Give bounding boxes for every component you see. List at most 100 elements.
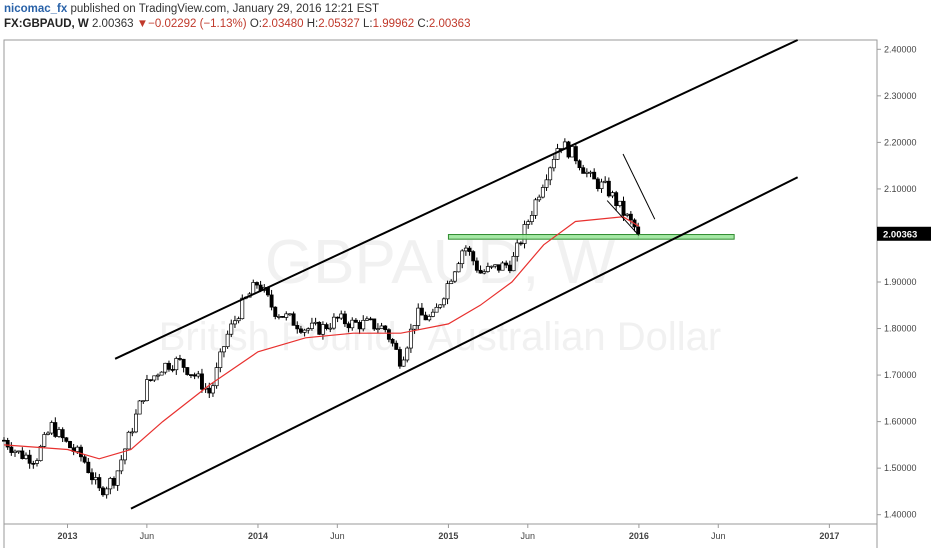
candle-body xyxy=(412,325,417,330)
candle-body xyxy=(93,477,98,481)
x-tick-label: Jun xyxy=(140,531,155,541)
candle-body xyxy=(38,446,43,461)
candle-body xyxy=(566,141,571,158)
candle-body xyxy=(97,477,102,489)
candle-body xyxy=(82,456,87,463)
y-tick-label: 1.90000 xyxy=(884,277,917,287)
author-link[interactable]: nicomac_fx xyxy=(4,3,68,15)
candle-body xyxy=(53,422,58,437)
candle-body xyxy=(625,213,630,216)
candle-body xyxy=(383,325,388,331)
price-axis[interactable]: 1.40000 1.50000 1.60000 1.70000 1.80000 1.900… xyxy=(877,44,917,520)
y-tick-label: 2.10000 xyxy=(884,184,917,194)
candle-body xyxy=(551,158,556,169)
candle-body xyxy=(390,338,395,344)
candle-body xyxy=(339,313,344,319)
candle-body xyxy=(394,342,399,350)
candle-body xyxy=(533,199,538,216)
candle-body xyxy=(331,316,336,329)
candle-body xyxy=(218,351,223,368)
candle-body xyxy=(610,192,615,197)
candle-body xyxy=(68,441,72,449)
candle-body xyxy=(210,385,215,394)
last-price: 2.00363 xyxy=(91,18,134,30)
time-axis[interactable]: 2013 Jun 2014 Jun 2015 Jun 2016 Jun 2017 xyxy=(57,524,839,541)
candle-body xyxy=(599,181,604,189)
candle-body xyxy=(504,262,509,266)
candle-body xyxy=(471,251,476,262)
candle-body xyxy=(364,318,369,321)
candle-body xyxy=(309,322,314,329)
trendlines xyxy=(114,39,799,510)
candle-body xyxy=(379,325,384,329)
channel-lower-line xyxy=(130,176,799,510)
candle-body xyxy=(463,247,468,252)
moving-average-line xyxy=(3,216,640,460)
candle-body xyxy=(24,454,28,459)
y-tick-label: 1.80000 xyxy=(884,324,917,334)
candle-body xyxy=(225,333,230,348)
candle-body xyxy=(581,167,586,174)
candle-body xyxy=(555,148,560,160)
candle-body xyxy=(449,280,454,284)
candle-body xyxy=(156,374,160,377)
candle-body xyxy=(603,180,608,183)
candle-body xyxy=(628,213,633,221)
price-change: −0.02292 (−1.13%) xyxy=(148,18,247,30)
candle-body xyxy=(350,319,355,329)
candle-body xyxy=(401,359,406,367)
moving-average xyxy=(3,216,640,460)
candle-body xyxy=(548,167,553,181)
candle-body xyxy=(90,472,94,481)
y-tick-label: 1.50000 xyxy=(884,463,917,473)
candle-body xyxy=(126,431,131,450)
candle-body xyxy=(375,328,380,330)
candle-body xyxy=(577,160,582,169)
candle-body xyxy=(35,460,39,464)
candle-body xyxy=(346,323,351,329)
candle-body xyxy=(302,329,307,333)
candle-body xyxy=(584,171,589,174)
candle-body xyxy=(357,321,362,330)
candle-body xyxy=(31,462,36,465)
support-zone xyxy=(447,234,735,240)
candle-body xyxy=(86,461,91,474)
low-label: L: xyxy=(363,18,373,30)
down-arrow-icon: ▼ xyxy=(136,18,149,30)
candle-body xyxy=(291,313,296,326)
candle-body xyxy=(192,374,197,377)
high-label: H: xyxy=(306,18,319,30)
candle-body xyxy=(214,367,219,387)
candle-body xyxy=(221,346,226,353)
candle-body xyxy=(269,294,274,308)
candle-body xyxy=(317,321,322,335)
support-zone-box xyxy=(447,234,735,240)
candle-body xyxy=(251,282,256,295)
candle-body xyxy=(467,247,472,252)
candle-body xyxy=(405,347,410,361)
candle-body xyxy=(112,478,116,486)
candle-body xyxy=(273,306,278,317)
candle-body xyxy=(5,440,10,448)
candle-body xyxy=(104,488,109,496)
symbol-label[interactable]: FX:GBPAUD, W xyxy=(4,18,89,30)
candle-body xyxy=(174,358,179,371)
candle-body xyxy=(167,362,171,370)
y-tick-label: 2.30000 xyxy=(884,91,917,101)
open-value: 2.03480 xyxy=(261,18,304,30)
open-label: O: xyxy=(249,18,262,30)
candle-body xyxy=(64,437,69,442)
y-tick-label: 2.20000 xyxy=(884,137,917,147)
candle-body xyxy=(295,325,300,330)
candle-body xyxy=(163,362,168,373)
wedge-upper-line xyxy=(622,153,656,220)
watermark-name: British Pound / Australian Dollar xyxy=(159,315,722,359)
low-value: 1.99962 xyxy=(372,18,415,30)
candle-body xyxy=(606,180,611,197)
candle-body xyxy=(460,250,465,265)
candle-body xyxy=(145,379,149,401)
candle-body xyxy=(141,400,146,402)
candle-body xyxy=(529,215,534,222)
candle-body xyxy=(130,431,135,434)
